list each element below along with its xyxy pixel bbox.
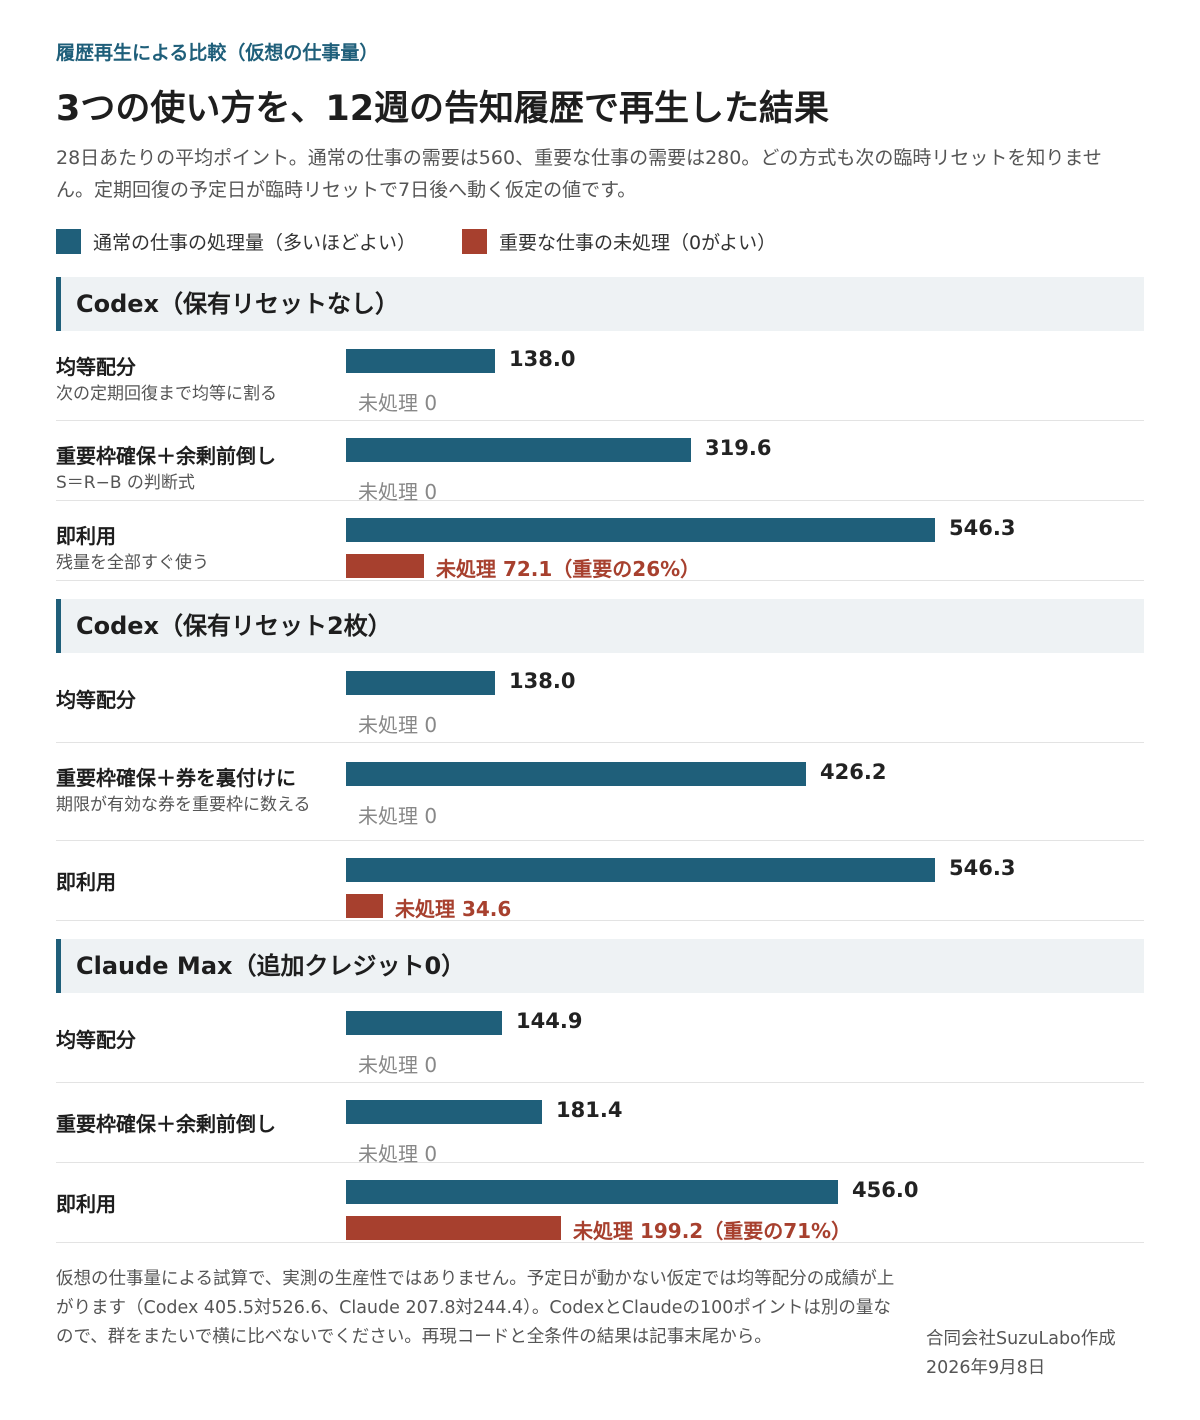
data-label-unprocessed: 未処理 0 (358, 480, 438, 504)
legend-label-unprocessed: 重要な仕事の未処理（0がよい） (499, 231, 777, 254)
bar-processed (346, 518, 935, 542)
row-description: 残量を全部すぐ使う (56, 553, 209, 573)
row-label: 重要枠確保＋余剰前倒し (56, 444, 276, 468)
bar-processed (346, 1100, 542, 1124)
bar-processed (346, 762, 806, 786)
bar-processed (346, 438, 691, 462)
bar-row: 重要枠確保＋余剰前倒し 181.4 未処理 0 (56, 1082, 1144, 1166)
group-title: Codex（保有リセット2枚） (76, 612, 392, 640)
row-label: 即利用 (56, 1192, 116, 1216)
bar-processed (346, 349, 495, 373)
bar-processed (346, 1180, 838, 1204)
data-label-unprocessed: 未処理 199.2（重要の71%） (573, 1219, 852, 1243)
bar-row: 次の定期回復まで均等に割る 均等配分 138.0 未処理 0 (56, 331, 1144, 421)
data-label-unprocessed: 未処理 0 (358, 804, 438, 828)
credit: 合同会社SuzuLabo作成 2026年9月8日 (926, 1325, 1116, 1383)
row-label: 即利用 (56, 524, 116, 548)
data-label-unprocessed: 未処理 0 (358, 1142, 438, 1166)
row-description: 期限が有効な券を重要枠に数える (56, 795, 311, 815)
bar-unprocessed (346, 894, 383, 918)
bar-row: S＝R−B の判断式 重要枠確保＋余剰前倒し 319.6 未処理 0 (56, 420, 1144, 504)
group-header: Codex（保有リセット2枚） (56, 599, 1144, 653)
bar-processed (346, 858, 935, 882)
group-header-accent (56, 277, 61, 331)
row-label: 均等配分 (56, 355, 136, 379)
group-title: Claude Max（追加クレジット0） (76, 952, 466, 980)
bar-row: 期限が有効な券を重要枠に数える 重要枠確保＋券を裏付けに 426.2 未処理 0 (56, 742, 1144, 841)
legend-item-unprocessed: 重要な仕事の未処理（0がよい） (462, 228, 776, 255)
data-label-unprocessed: 未処理 0 (358, 1053, 438, 1077)
legend-swatch-processed (56, 228, 81, 254)
footnote: 仮想の仕事量による試算で、実測の生産性ではありません。予定日が動かない仮定では均… (56, 1269, 895, 1347)
kicker: 履歴再生による比較（仮想の仕事量） (56, 42, 379, 64)
legend-item-processed: 通常の仕事の処理量（多いほどよい） (56, 228, 416, 255)
data-label-processed: 144.9 (516, 1009, 583, 1033)
bar-processed (346, 1011, 502, 1035)
data-label-unprocessed: 未処理 34.6 (395, 897, 512, 921)
group-header-accent (56, 599, 61, 653)
data-label-processed: 426.2 (820, 760, 887, 784)
credit-date: 2026年9月8日 (926, 1358, 1046, 1378)
row-label: 重要枠確保＋券を裏付けに (56, 766, 296, 790)
data-label-processed: 319.6 (705, 436, 772, 460)
row-label: 即利用 (56, 870, 116, 894)
bar-row: 均等配分 138.0 未処理 0 (56, 653, 1144, 743)
data-label-unprocessed: 未処理 0 (358, 713, 438, 737)
legend-swatch-unprocessed (462, 228, 488, 254)
group-header: Codex（保有リセットなし） (56, 277, 1144, 331)
credit-org: 合同会社SuzuLabo作成 (926, 1329, 1116, 1349)
chart-title: 3つの使い方を、12週の告知履歴で再生した結果 (56, 89, 830, 129)
row-label: 均等配分 (56, 1028, 136, 1052)
data-label-processed: 138.0 (509, 669, 576, 693)
data-label-processed: 181.4 (556, 1098, 623, 1122)
row-description: S＝R−B の判断式 (56, 473, 195, 493)
bar-row: 残量を全部すぐ使う 即利用 546.3 未処理 72.1（重要の26%） (56, 500, 1144, 581)
bar-processed (346, 671, 495, 695)
row-label: 重要枠確保＋余剰前倒し (56, 1112, 276, 1136)
chart-subtitle: 28日あたりの平均ポイント。通常の仕事の需要は560、重要な仕事の需要は280。… (56, 147, 1102, 201)
bar-unprocessed (346, 554, 424, 578)
data-label-processed: 456.0 (852, 1178, 919, 1202)
data-label-unprocessed: 未処理 72.1（重要の26%） (436, 557, 701, 581)
data-label-processed: 138.0 (509, 347, 576, 371)
legend-label-processed: 通常の仕事の処理量（多いほどよい） (93, 231, 417, 254)
data-label-unprocessed: 未処理 0 (358, 391, 438, 415)
row-label: 均等配分 (56, 688, 136, 712)
row-description: 次の定期回復まで均等に割る (56, 384, 277, 404)
bar-row: 即利用 546.3 未処理 34.6 (56, 840, 1144, 921)
bar-unprocessed (346, 1216, 561, 1240)
data-label-processed: 546.3 (949, 516, 1016, 540)
legend: 通常の仕事の処理量（多いほどよい） 重要な仕事の未処理（0がよい） (56, 226, 822, 256)
data-label-processed: 546.3 (949, 856, 1016, 880)
bar-row: 均等配分 144.9 未処理 0 (56, 993, 1144, 1083)
group-header-accent (56, 939, 61, 993)
group-header: Claude Max（追加クレジット0） (56, 939, 1144, 993)
bar-row: 即利用 456.0 未処理 199.2（重要の71%） (56, 1162, 1144, 1243)
group-title: Codex（保有リセットなし） (76, 290, 400, 318)
